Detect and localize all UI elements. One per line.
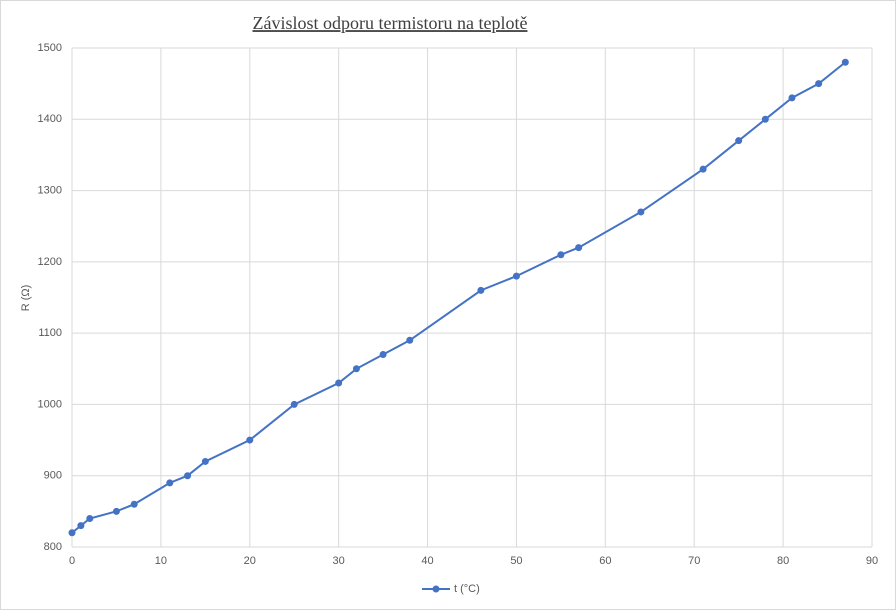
data-point	[761, 115, 769, 123]
data-point	[406, 336, 414, 344]
y-tick-label: 1300	[38, 184, 62, 196]
data-point	[379, 351, 387, 359]
legend-marker	[432, 585, 440, 593]
data-point	[841, 58, 849, 66]
data-point	[512, 272, 520, 280]
data-point	[184, 472, 192, 480]
data-point	[557, 251, 565, 259]
x-tick-label: 30	[333, 555, 345, 567]
data-point	[77, 522, 85, 530]
data-point	[735, 137, 743, 145]
y-tick-label: 1000	[38, 398, 62, 410]
y-tick-label: 1100	[38, 327, 62, 339]
x-tick-label: 90	[866, 555, 878, 567]
y-tick-label: 1200	[38, 256, 62, 268]
x-tick-label: 0	[69, 555, 75, 567]
data-point	[290, 400, 298, 408]
chart-title: Závislost odporu termistoru na teplotě	[253, 13, 528, 33]
data-point	[246, 436, 254, 444]
data-point	[788, 94, 796, 102]
y-tick-label: 1500	[38, 42, 62, 54]
x-tick-label: 40	[421, 555, 433, 567]
data-point	[352, 365, 360, 373]
data-point	[637, 208, 645, 216]
data-point	[815, 80, 823, 88]
x-tick-label: 60	[599, 555, 611, 567]
y-tick-label: 800	[44, 541, 62, 553]
data-point	[477, 286, 485, 294]
data-point	[130, 500, 138, 508]
y-tick-label: 900	[44, 470, 62, 482]
data-point	[112, 507, 120, 515]
legend-label: t (°C)	[454, 583, 480, 595]
data-point	[335, 379, 343, 387]
x-tick-label: 70	[688, 555, 700, 567]
x-tick-label: 20	[244, 555, 256, 567]
data-point	[68, 529, 76, 537]
data-point	[86, 514, 94, 522]
x-tick-label: 80	[777, 555, 789, 567]
y-axis-label: R (Ω)	[20, 285, 32, 312]
data-point	[575, 244, 583, 252]
data-point	[699, 165, 707, 173]
y-tick-label: 1400	[38, 113, 62, 125]
data-point	[166, 479, 174, 487]
x-tick-label: 10	[155, 555, 167, 567]
data-point	[201, 457, 209, 465]
x-tick-label: 50	[510, 555, 522, 567]
